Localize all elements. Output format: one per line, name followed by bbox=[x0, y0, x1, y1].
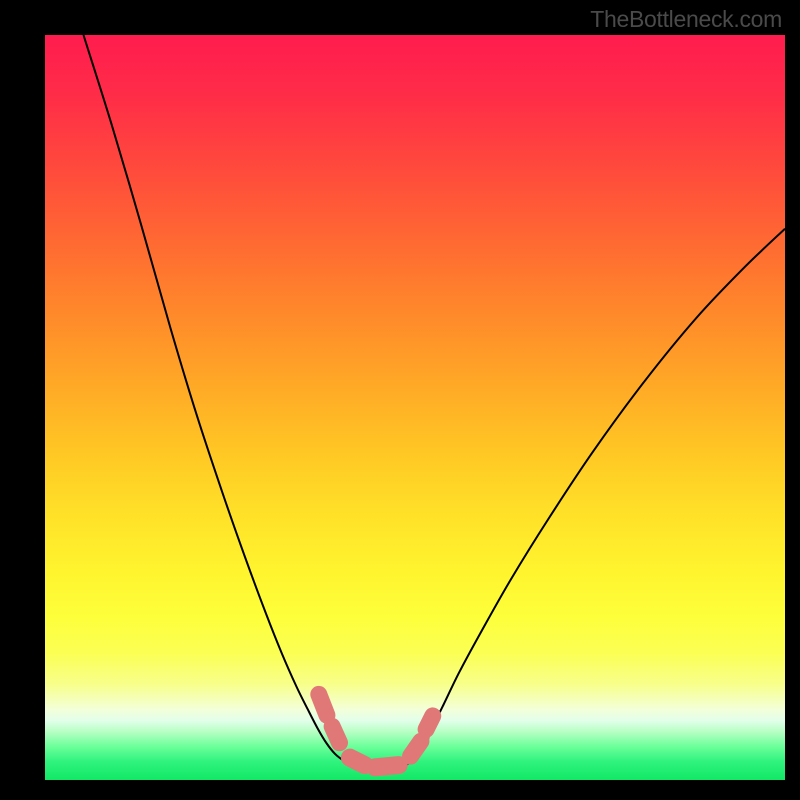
marker-segment bbox=[411, 741, 421, 756]
marker-segment bbox=[375, 765, 399, 767]
marker-segment bbox=[319, 694, 327, 715]
bottleneck-curve-layer bbox=[45, 35, 785, 780]
bottleneck-curve bbox=[83, 35, 785, 771]
marker-dot bbox=[333, 735, 345, 747]
marker-dot bbox=[418, 731, 430, 743]
marker-segment bbox=[426, 716, 433, 729]
watermark-text: TheBottleneck.com bbox=[590, 6, 782, 33]
marker-segment bbox=[350, 758, 365, 765]
chart-plot-area bbox=[45, 35, 785, 780]
